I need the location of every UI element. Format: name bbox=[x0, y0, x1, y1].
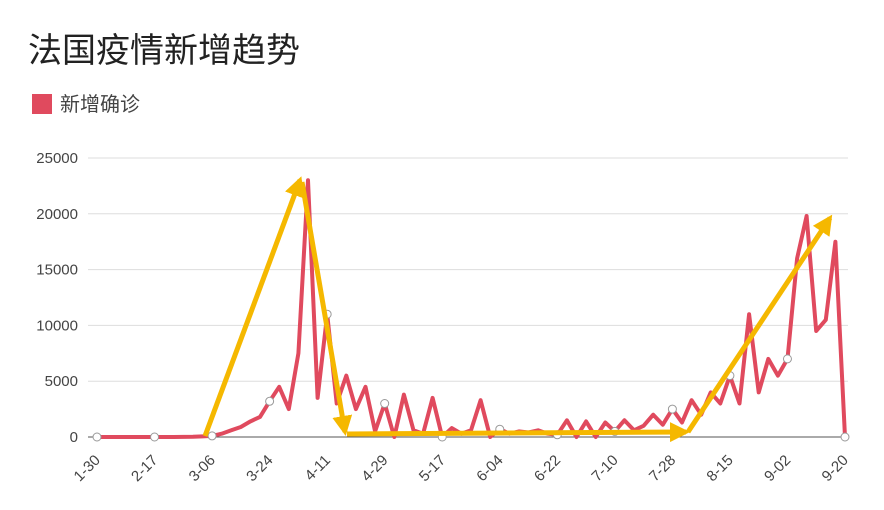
x-tick-label: 5-17 bbox=[416, 452, 449, 485]
arrow bbox=[299, 181, 353, 436]
legend-swatch bbox=[32, 94, 52, 114]
series-line bbox=[97, 178, 847, 439]
point bbox=[150, 432, 160, 442]
x-tick-label: 8-15 bbox=[703, 452, 736, 485]
x-tick-label: 9-20 bbox=[819, 452, 852, 485]
point bbox=[265, 396, 275, 406]
point bbox=[92, 432, 102, 442]
y-tick-label: 15000 bbox=[36, 262, 78, 279]
y-tick-label: 0 bbox=[70, 429, 78, 446]
trend-arrows bbox=[202, 176, 833, 443]
y-tick-label: 20000 bbox=[36, 206, 78, 223]
x-tick-label: 2-17 bbox=[128, 452, 161, 485]
arrow bbox=[202, 176, 304, 437]
point bbox=[667, 404, 677, 414]
y-tick-label: 5000 bbox=[45, 373, 78, 390]
x-tick-label: 7-28 bbox=[646, 452, 679, 485]
x-tick-label: 3-24 bbox=[243, 452, 276, 485]
point bbox=[840, 432, 850, 442]
legend-label: 新增确诊 bbox=[60, 93, 140, 116]
x-tick-label: 1-30 bbox=[71, 452, 104, 485]
point bbox=[380, 399, 390, 409]
x-tick-label: 7-10 bbox=[588, 452, 621, 485]
y-tick-label: 10000 bbox=[36, 317, 78, 334]
x-tick-label: 6-04 bbox=[473, 452, 506, 485]
point bbox=[782, 354, 792, 364]
chart-title: 法国疫情新增趋势 bbox=[28, 32, 300, 70]
x-tick-label: 4-11 bbox=[302, 452, 334, 484]
x-tick-label: 6-22 bbox=[531, 452, 564, 485]
x-tick-label: 3-06 bbox=[186, 452, 219, 485]
x-tick-label: 9-02 bbox=[761, 452, 794, 485]
y-tick-label: 25000 bbox=[36, 150, 78, 167]
arrow bbox=[685, 214, 833, 434]
point bbox=[207, 431, 217, 441]
x-tick-label: 4-29 bbox=[358, 452, 391, 485]
arrow bbox=[346, 422, 690, 443]
